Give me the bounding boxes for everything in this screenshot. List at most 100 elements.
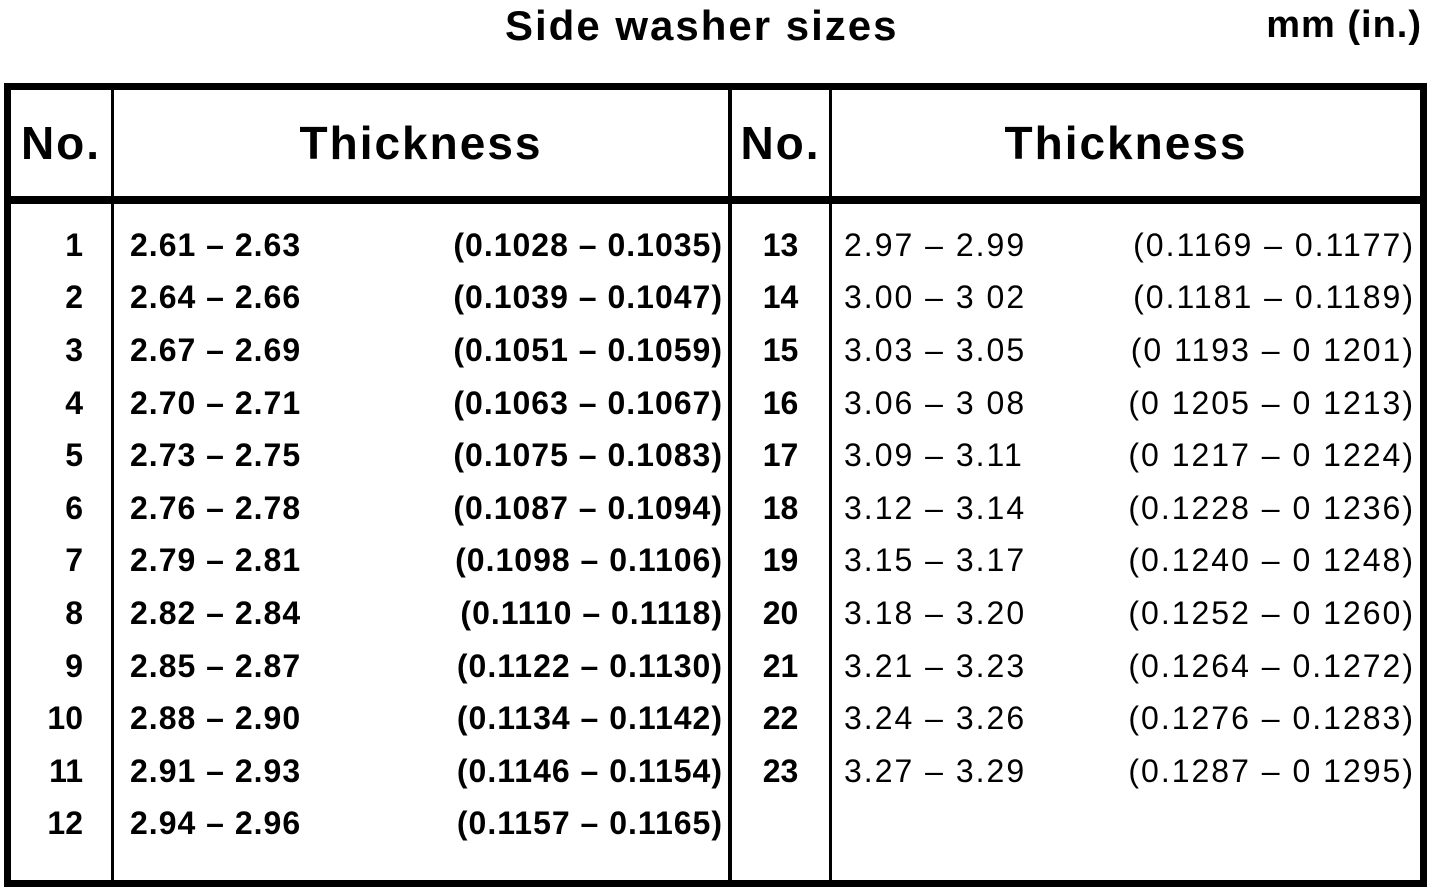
thickness-inch-range: (0.1098 – 0.1106) <box>455 542 723 579</box>
thickness-mm-range: 3.06 – 3 08 <box>844 384 1027 421</box>
table-row: 3.06 – 3 08 (0 1205 – 0 1213) <box>832 377 1420 430</box>
table-row: 2.94 – 2.96 (0.1157 – 0.1165) <box>114 798 728 851</box>
header-thickness-right: Thickness <box>829 90 1420 204</box>
row-number: 10 <box>47 700 83 737</box>
row-number: 13 <box>762 226 799 263</box>
row-number: 16 <box>762 384 799 421</box>
thickness-mm-range: 2.94 – 2.96 <box>130 805 302 842</box>
thickness-inch-range: (0.1110 – 0.1118) <box>460 594 723 631</box>
no-column-right: 13 14 15 16 17 18 19 20 21 22 23 <box>728 204 829 880</box>
header-no-right: No. <box>728 90 829 204</box>
table-row: 2.70 – 2.71 (0.1063 – 0.1067) <box>114 377 728 430</box>
thickness-inch-range: (0.1087 – 0.1094) <box>453 489 723 526</box>
row-number: 7 <box>65 542 83 579</box>
thickness-mm-range: 3.21 – 3.23 <box>844 647 1027 684</box>
thickness-inch-range: (0.1051 – 0.1059) <box>453 331 723 368</box>
thickness-mm-range: 2.97 – 2.99 <box>844 226 1027 263</box>
thickness-inch-range: (0.1252 – 0 1260) <box>1128 594 1415 631</box>
thickness-inch-range: (0.1157 – 0.1165) <box>456 805 723 842</box>
table-row: 3.09 – 3.11 (0 1217 – 0 1224) <box>832 429 1420 482</box>
thickness-mm-range: 2.88 – 2.90 <box>130 700 302 737</box>
table-row: 2.73 – 2.75 (0.1075 – 0.1083) <box>114 429 728 482</box>
table-row: 3.12 – 3.14 (0.1228 – 0 1236) <box>832 482 1420 535</box>
table-row: 2.76 – 2.78 (0.1087 – 0.1094) <box>114 482 728 535</box>
thickness-inch-range: (0.1169 – 0.1177) <box>1133 226 1415 263</box>
thickness-mm-range: 2.70 – 2.71 <box>130 384 302 421</box>
thickness-mm-range: 3.18 – 3.20 <box>844 594 1027 631</box>
header-no-left: No. <box>11 90 111 204</box>
thickness-inch-range: (0.1028 – 0.1035) <box>453 226 723 263</box>
thickness-mm-range: 2.91 – 2.93 <box>130 752 302 789</box>
row-number: 9 <box>65 647 83 684</box>
table-row: 2.79 – 2.81 (0.1098 – 0.1106) <box>114 535 728 588</box>
page-title: Side washer sizes <box>505 2 899 49</box>
table-row: 3.24 – 3.26 (0.1276 – 0.1283) <box>832 692 1420 745</box>
thickness-inch-range: (0.1146 – 0.1154) <box>456 752 723 789</box>
thickness-mm-range: 2.73 – 2.75 <box>130 437 302 474</box>
thickness-inch-range: (0 1193 – 0 1201) <box>1130 331 1415 368</box>
thickness-inch-range: (0.1122 – 0.1130) <box>456 647 723 684</box>
thickness-inch-range: (0.1276 – 0.1283) <box>1128 700 1415 737</box>
table-row: 2.82 – 2.84 (0.1110 – 0.1118) <box>114 587 728 640</box>
thickness-mm-range: 2.82 – 2.84 <box>130 594 302 631</box>
row-number: 11 <box>49 752 83 789</box>
table-row: 3.03 – 3.05 (0 1193 – 0 1201) <box>832 324 1420 377</box>
thickness-inch-range: (0 1205 – 0 1213) <box>1128 384 1415 421</box>
row-number: 19 <box>762 542 799 579</box>
table-row: 2.88 – 2.90 (0.1134 – 0.1142) <box>114 692 728 745</box>
table-row: 3.21 – 3.23 (0.1264 – 0.1272) <box>832 640 1420 693</box>
thickness-column-left: 2.61 – 2.63 (0.1028 – 0.1035) 2.64 – 2.66 (… <box>111 204 728 880</box>
thickness-inch-range: (0.1039 – 0.1047) <box>453 279 723 316</box>
thickness-inch-range: (0.1228 – 0 1236) <box>1128 489 1415 526</box>
thickness-inch-range: (0.1240 – 0 1248) <box>1128 542 1415 579</box>
thickness-mm-range: 3.12 – 3.14 <box>844 489 1027 526</box>
thickness-mm-range: 3.24 – 3.26 <box>844 700 1027 737</box>
header-thickness-left: Thickness <box>111 90 728 204</box>
table-row: 2.64 – 2.66 (0.1039 – 0.1047) <box>114 272 728 325</box>
row-number: 18 <box>762 489 799 526</box>
thickness-inch-range: (0.1264 – 0.1272) <box>1128 647 1415 684</box>
table-row: 2.61 – 2.63 (0.1028 – 0.1035) <box>114 219 728 272</box>
thickness-inch-range: (0 1217 – 0 1224) <box>1128 437 1415 474</box>
units-label: mm (in.) <box>1266 4 1422 46</box>
thickness-inch-range: (0.1134 – 0.1142) <box>456 700 723 737</box>
thickness-mm-range: 2.67 – 2.69 <box>130 331 302 368</box>
no-column-left: 1 2 3 4 5 6 7 8 9 10 11 12 <box>11 204 111 880</box>
row-number: 15 <box>762 331 799 368</box>
side-washer-sizes-table: No. Thickness No. Thickness 1 2 3 4 5 6 7 8 9 10 1… <box>4 83 1427 887</box>
row-number: 17 <box>762 437 799 474</box>
thickness-column-right: 2.97 – 2.99 (0.1169 – 0.1177) 3.00 – 3 02 (… <box>829 204 1420 880</box>
table-row: 3.18 – 3.20 (0.1252 – 0 1260) <box>832 587 1420 640</box>
thickness-mm-range: 2.64 – 2.66 <box>130 279 302 316</box>
row-number: 22 <box>762 700 799 737</box>
row-number: 8 <box>65 594 83 631</box>
row-number: 1 <box>65 226 83 263</box>
thickness-mm-range: 2.76 – 2.78 <box>130 489 302 526</box>
row-number: 3 <box>65 331 83 368</box>
row-number: 14 <box>762 279 799 316</box>
thickness-mm-range: 3.15 – 3.17 <box>844 542 1027 579</box>
row-number: 21 <box>762 647 799 684</box>
table-row: 2.67 – 2.69 (0.1051 – 0.1059) <box>114 324 728 377</box>
table-row: 2.91 – 2.93 (0.1146 – 0.1154) <box>114 745 728 798</box>
row-number: 12 <box>47 805 83 842</box>
thickness-inch-range: (0.1075 – 0.1083) <box>453 437 723 474</box>
thickness-inch-range: (0.1181 – 0.1189) <box>1133 279 1415 316</box>
thickness-inch-range: (0.1287 – 0 1295) <box>1128 752 1415 789</box>
row-number: 2 <box>65 279 83 316</box>
row-number: 23 <box>762 752 799 789</box>
table-row: 3.15 – 3.17 (0.1240 – 0 1248) <box>832 535 1420 588</box>
table-row: 2.85 – 2.87 (0.1122 – 0.1130) <box>114 640 728 693</box>
thickness-mm-range: 3.00 – 3 02 <box>844 279 1027 316</box>
table-row: 3.00 – 3 02 (0.1181 – 0.1189) <box>832 272 1420 325</box>
thickness-mm-range: 3.09 – 3.11 <box>844 437 1024 474</box>
thickness-inch-range: (0.1063 – 0.1067) <box>453 384 723 421</box>
thickness-mm-range: 2.85 – 2.87 <box>130 647 302 684</box>
thickness-mm-range: 2.61 – 2.63 <box>130 226 302 263</box>
thickness-mm-range: 2.79 – 2.81 <box>130 542 302 579</box>
row-number: 4 <box>65 384 83 421</box>
table-row: 3.27 – 3.29 (0.1287 – 0 1295) <box>832 745 1420 798</box>
row-number: 5 <box>65 437 83 474</box>
row-number: 20 <box>762 594 799 631</box>
